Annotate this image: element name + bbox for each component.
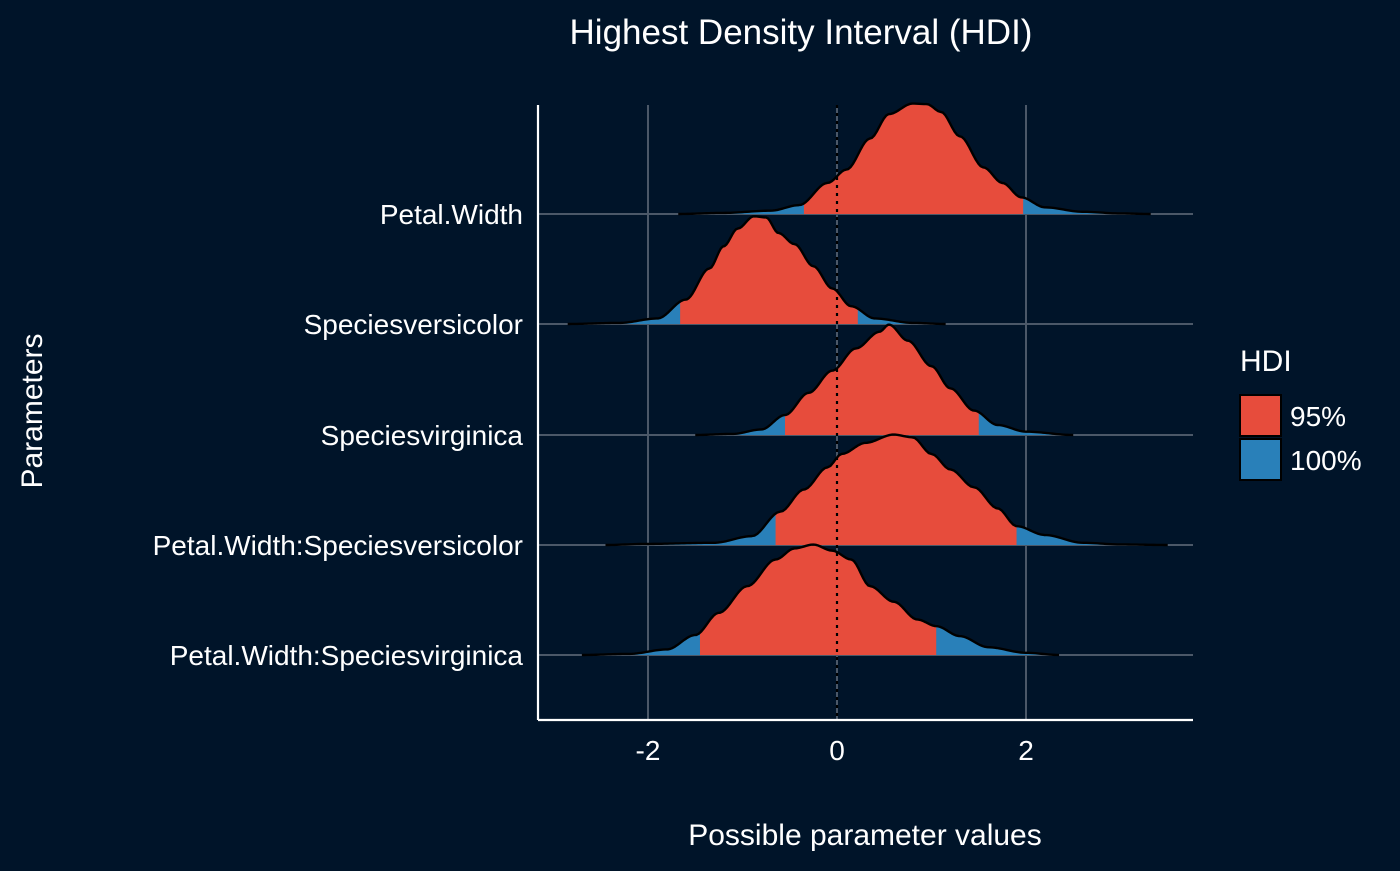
density-outline: [605, 433, 1168, 547]
chart-title: Highest Density Interval (HDI): [570, 13, 1033, 52]
density-outline: [695, 323, 1074, 437]
ridge-petal-width: [678, 102, 1151, 216]
legend: HDI 95% 100%: [1239, 345, 1362, 481]
axes: [536, 105, 1193, 722]
y-tick-label: Petal.Width:Speciesversicolor: [153, 530, 523, 561]
legend-swatch: [1239, 394, 1282, 437]
x-tick-label: -2: [636, 735, 661, 766]
ridges: [567, 102, 1168, 657]
ridge-speciesversicolor: [567, 215, 946, 326]
x-tick-label: 2: [1018, 735, 1034, 766]
x-axis-label: Possible parameter values: [688, 819, 1042, 852]
x-tick-labels: -2 0 2: [636, 735, 1034, 766]
ridge-petal-width-speciesvirginica: [581, 543, 1060, 657]
y-tick-label: Petal.Width: [380, 199, 523, 230]
y-tick-labels: Petal.Width Speciesversicolor Speciesvirgi…: [153, 199, 524, 671]
hdi-95-area: [680, 216, 858, 324]
density-outline: [567, 215, 946, 326]
y-tick-label: Petal.Width:Speciesvirginica: [170, 640, 524, 671]
y-tick-label: Speciesversicolor: [304, 309, 523, 340]
density-outline: [581, 543, 1060, 657]
hdi-95-area: [775, 434, 1017, 545]
hdi-95-area: [803, 103, 1024, 214]
density-outline: [678, 102, 1151, 216]
hdi-95-area: [785, 324, 979, 435]
legend-title: HDI: [1240, 345, 1292, 378]
legend-label: 95%: [1290, 401, 1346, 432]
legend-label: 100%: [1290, 445, 1362, 476]
hdi-95-area: [699, 544, 937, 655]
ridge-petal-width-speciesversicolor: [605, 433, 1168, 547]
ridge-speciesvirginica: [695, 323, 1074, 437]
legend-swatch: [1239, 438, 1282, 481]
x-tick-label: 0: [829, 735, 845, 766]
y-axis-label: Parameters: [16, 333, 49, 488]
y-tick-label: Speciesvirginica: [321, 420, 524, 451]
